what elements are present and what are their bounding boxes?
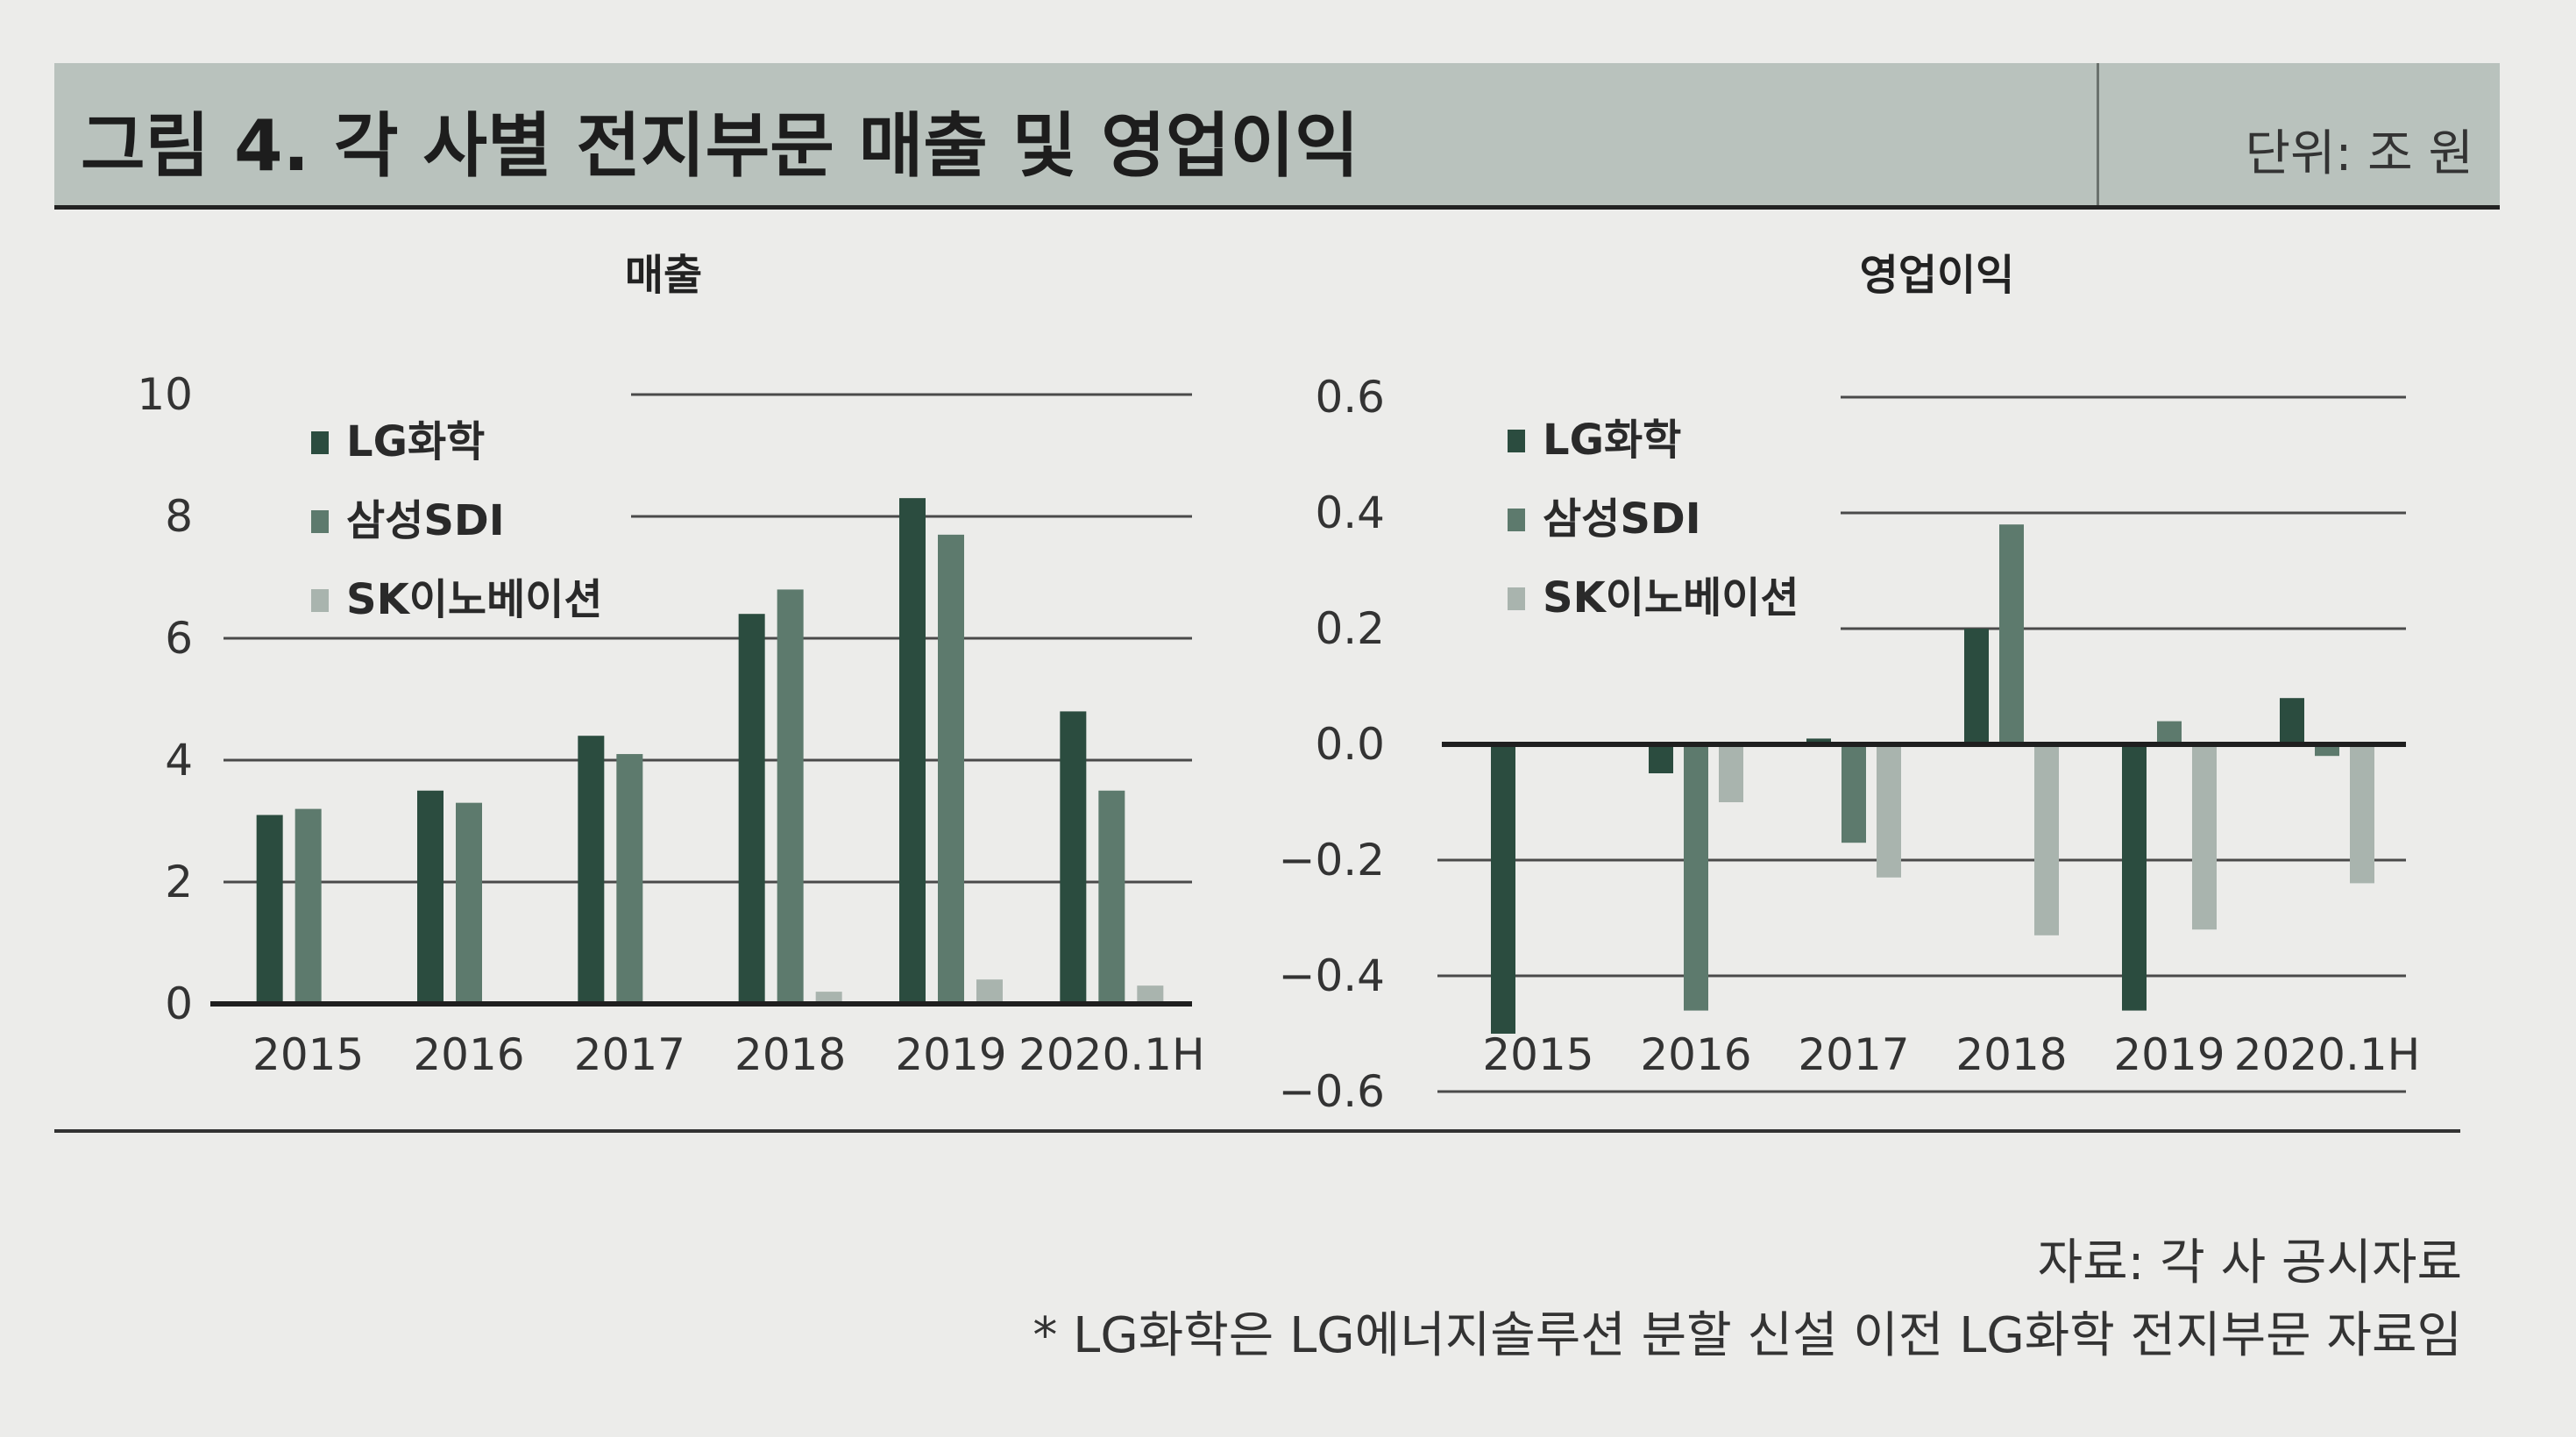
bar-lg-2018 xyxy=(1964,629,1989,744)
y-tick-label: 0.6 xyxy=(1315,372,1385,423)
source-note: 자료: 각 사 공시자료 xyxy=(2037,1234,2462,1291)
y-tick-label: −0.4 xyxy=(1279,950,1385,1001)
bar-lg-2020.1H xyxy=(1060,711,1087,1004)
bar-sk-2018 xyxy=(2034,744,2059,935)
bar-samsung-2018 xyxy=(777,589,804,1004)
x-tick-label: 2017 xyxy=(574,1029,685,1080)
bar-samsung-2020.1H xyxy=(1098,790,1125,1004)
x-tick-label: 2017 xyxy=(1798,1029,1909,1080)
unit-label: 단위: 조 원 xyxy=(2245,125,2473,182)
legend-label-lg: LG화학 xyxy=(346,417,485,466)
x-tick-label: 2020.1H xyxy=(2234,1029,2421,1080)
y-tick-label: −0.6 xyxy=(1279,1066,1385,1117)
bar-samsung-2016 xyxy=(456,802,482,1004)
legend-label-sk: SK이노베이션 xyxy=(1543,573,1799,622)
bar-samsung-2018 xyxy=(1999,524,2024,744)
legend-swatch-samsung xyxy=(311,510,329,533)
y-tick-label: 0.4 xyxy=(1315,487,1385,538)
legend-label-sk: SK이노베이션 xyxy=(346,575,603,624)
y-tick-label: 0 xyxy=(165,978,193,1029)
bar-samsung-2017 xyxy=(616,754,643,1004)
bar-lg-2016 xyxy=(1649,744,1673,773)
y-tick-label: 2 xyxy=(165,857,193,907)
y-tick-label: 4 xyxy=(165,735,193,786)
bar-lg-2015 xyxy=(256,815,283,1004)
legend-swatch-lg xyxy=(1508,430,1525,452)
legend-label-lg: LG화학 xyxy=(1543,416,1681,465)
legend-label-samsung: 삼성SDI xyxy=(1543,494,1701,544)
bar-sk-2020.1H xyxy=(1137,985,1164,1004)
bar-lg-2020.1H xyxy=(2280,698,2304,744)
x-tick-label: 2019 xyxy=(2113,1029,2225,1080)
revenue-chart: 매출 0 2 4 6 8 10 2015 2016 2017 2018 2019 2020.1H LG화학… xyxy=(137,251,1205,1080)
header-divider xyxy=(2097,63,2099,205)
charts-bottom-rule xyxy=(54,1129,2460,1133)
bar-samsung-2016 xyxy=(1684,744,1708,1011)
bar-lg-2017 xyxy=(1806,738,1831,744)
x-tick-label: 2015 xyxy=(252,1029,364,1080)
bar-sk-2020.1H xyxy=(2350,744,2374,884)
x-tick-label: 2018 xyxy=(1955,1029,2067,1080)
bar-lg-2016 xyxy=(417,790,444,1004)
chart-title: 영업이익 xyxy=(1860,251,2015,300)
legend-label-samsung: 삼성SDI xyxy=(346,496,505,545)
chart-title: 매출 xyxy=(625,251,702,300)
bar-sk-2016 xyxy=(1719,744,1743,802)
bar-samsung-2020.1H xyxy=(2315,744,2339,757)
x-tick-label: 2016 xyxy=(1640,1029,1751,1080)
y-tick-label: −0.2 xyxy=(1279,835,1385,886)
bar-samsung-2015 xyxy=(295,808,322,1004)
legend-swatch-sk xyxy=(1508,587,1525,610)
bar-sk-2017 xyxy=(1877,744,1901,878)
bar-samsung-2017 xyxy=(1842,744,1866,843)
x-tick-label: 2015 xyxy=(1482,1029,1593,1080)
bar-sk-2019 xyxy=(976,979,1003,1004)
bar-lg-2019 xyxy=(899,498,926,1004)
legend-swatch-samsung xyxy=(1508,509,1525,531)
x-tick-label: 2016 xyxy=(413,1029,524,1080)
figure-title: 그림 4. 각 사별 전지부문 매출 및 영업이익 xyxy=(81,105,1359,187)
bar-samsung-2019 xyxy=(2157,721,2182,744)
x-tick-label: 2018 xyxy=(734,1029,846,1080)
legend-swatch-lg xyxy=(311,431,329,454)
y-tick-label: 10 xyxy=(137,369,193,420)
operating-profit-chart: 영업이익 −0.6 −0.4 −0.2 0.0 0.2 0.4 0.6 2015 2016 2017… xyxy=(1279,251,2421,1117)
bar-lg-2018 xyxy=(738,614,765,1004)
footnote: * LG화학은 LG에너지솔루션 분할 신설 이전 LG화학 전지부문 자료임 xyxy=(1033,1307,2462,1364)
y-tick-label: 6 xyxy=(165,613,193,664)
bar-sk-2019 xyxy=(2192,744,2217,930)
bar-samsung-2019 xyxy=(938,534,964,1004)
x-tick-label: 2019 xyxy=(895,1029,1006,1080)
bar-lg-2019 xyxy=(2122,744,2147,1011)
x-tick-label: 2020.1H xyxy=(1018,1029,1205,1080)
y-tick-label: 0.2 xyxy=(1315,603,1385,654)
bar-sk-2018 xyxy=(815,992,842,1004)
y-tick-label: 0.0 xyxy=(1315,719,1385,770)
bar-lg-2017 xyxy=(578,736,605,1004)
bar-lg-2015 xyxy=(1491,744,1515,1034)
y-tick-label: 8 xyxy=(165,491,193,542)
legend-swatch-sk xyxy=(311,589,329,612)
figure-header: 그림 4. 각 사별 전지부문 매출 및 영업이익 단위: 조 원 xyxy=(54,63,2500,210)
